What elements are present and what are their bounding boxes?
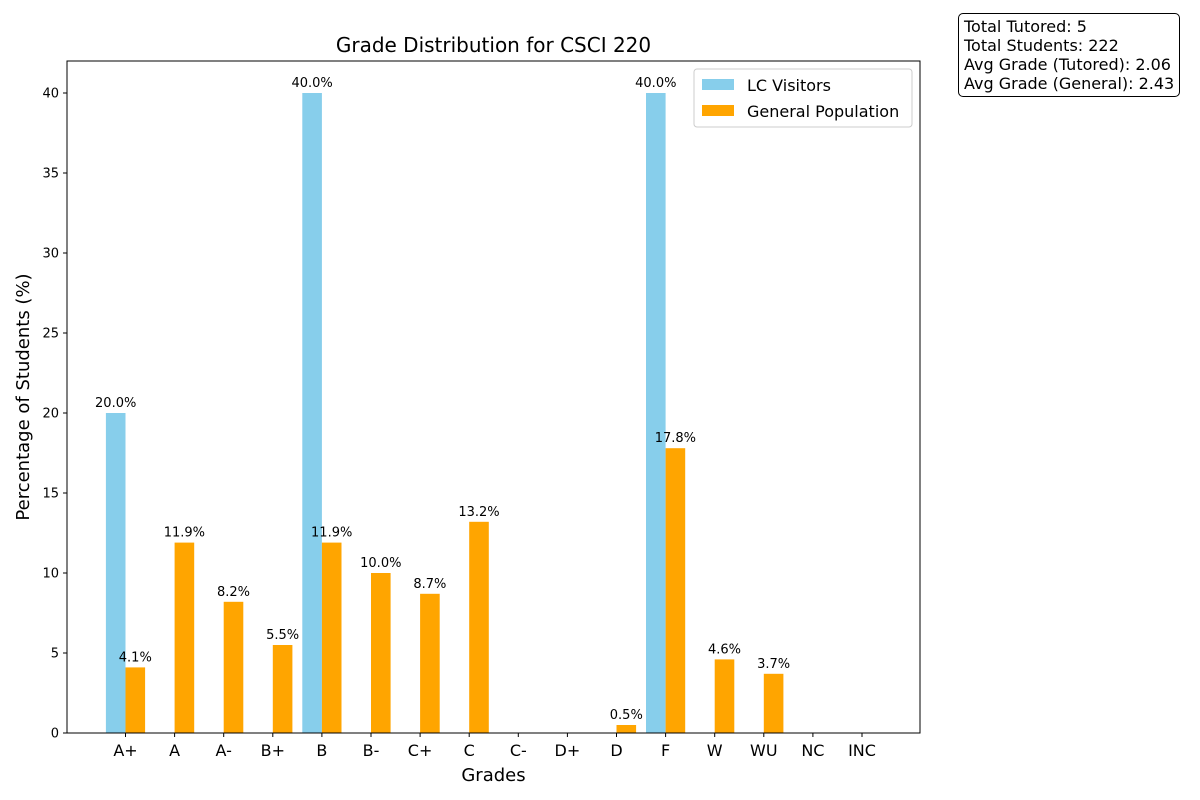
- data-label: 8.7%: [413, 577, 446, 592]
- y-tick-label: 35: [42, 167, 59, 182]
- data-label: 3.7%: [757, 657, 790, 672]
- data-label: 0.5%: [610, 708, 643, 723]
- x-tick-label: D: [610, 741, 622, 760]
- info-avg-grade-general: Avg Grade (General): 2.43: [964, 74, 1175, 93]
- y-axis-label: Percentage of Students (%): [13, 273, 34, 520]
- plot-area: 20.0% 40.0% 40.0% 4.1% 11.9% 8.2% 5.5% 11.9% 10.…: [42, 60, 921, 760]
- y-tick-label: 30: [42, 247, 59, 262]
- data-label: 40.0%: [635, 76, 676, 91]
- bar-lc-visitors: [646, 93, 666, 733]
- x-tick-label: B+: [261, 741, 285, 760]
- data-label: 40.0%: [291, 76, 332, 91]
- legend-label: LC Visitors: [747, 76, 831, 95]
- info-total-tutored: Total Tutored: 5: [964, 17, 1087, 36]
- summary-info-box: Total Tutored: 5 Total Students: 222 Avg…: [958, 13, 1181, 97]
- x-tick-label: C-: [510, 741, 527, 760]
- y-tick-label: 40: [42, 87, 59, 102]
- x-tick-label: B-: [363, 741, 380, 760]
- bar-general-population: [174, 542, 195, 733]
- info-avg-grade-tutored: Avg Grade (Tutored): 2.06: [964, 55, 1171, 74]
- bar-general-population: [469, 521, 489, 733]
- bar-lc-visitors: [302, 93, 322, 733]
- bar-general-population: [616, 725, 637, 733]
- x-tick-label: C+: [408, 741, 433, 760]
- x-tick-label: F: [661, 741, 670, 760]
- data-label: 8.2%: [217, 585, 250, 600]
- x-tick-label: C: [464, 741, 475, 760]
- y-tick-label: 15: [42, 487, 59, 502]
- x-tick-label: INC: [848, 741, 876, 760]
- data-label: 11.9%: [164, 526, 205, 541]
- y-tick-label: 25: [42, 327, 59, 342]
- data-label: 4.1%: [119, 650, 152, 665]
- bar-general-population: [125, 667, 146, 733]
- data-label: 4.6%: [708, 642, 741, 657]
- data-label: 17.8%: [655, 431, 696, 446]
- data-label: 13.2%: [458, 505, 499, 520]
- plot-frame: [66, 60, 921, 734]
- data-label: 5.5%: [266, 628, 299, 643]
- bar-general-population: [223, 601, 244, 733]
- y-tick-label: 20: [42, 407, 59, 422]
- bar-general-population: [665, 448, 686, 733]
- x-tick-label: NC: [801, 741, 824, 760]
- y-tick-label: 5: [51, 647, 59, 662]
- x-tick-label: D+: [555, 741, 581, 760]
- legend-swatch: [702, 79, 734, 90]
- chart-title: Grade Distribution for CSCI 220: [336, 33, 651, 57]
- data-label: 11.9%: [311, 526, 352, 541]
- x-tick-label: A-: [216, 741, 232, 760]
- bar-lc-visitors: [105, 413, 126, 733]
- bar-general-population: [371, 573, 391, 733]
- bar-general-population: [763, 673, 784, 733]
- data-label: 10.0%: [360, 556, 401, 571]
- x-tick-label: A+: [113, 741, 137, 760]
- legend-label: General Population: [747, 102, 899, 121]
- bar-general-population: [714, 659, 735, 733]
- data-label: 20.0%: [95, 396, 136, 411]
- x-tick-label: W: [707, 741, 723, 760]
- bar-general-population: [272, 645, 293, 733]
- x-tick-label: WU: [750, 741, 778, 760]
- x-axis-label: Grades: [461, 765, 525, 786]
- y-tick-label: 10: [42, 567, 59, 582]
- x-tick-label: A: [169, 741, 180, 760]
- info-total-students: Total Students: 222: [964, 36, 1119, 55]
- y-tick-label: 0: [51, 727, 59, 742]
- x-tick-label: B: [316, 741, 327, 760]
- bar-general-population: [321, 542, 342, 733]
- legend-swatch: [702, 105, 734, 116]
- legend-box: [693, 68, 913, 128]
- bar-general-population: [420, 593, 440, 733]
